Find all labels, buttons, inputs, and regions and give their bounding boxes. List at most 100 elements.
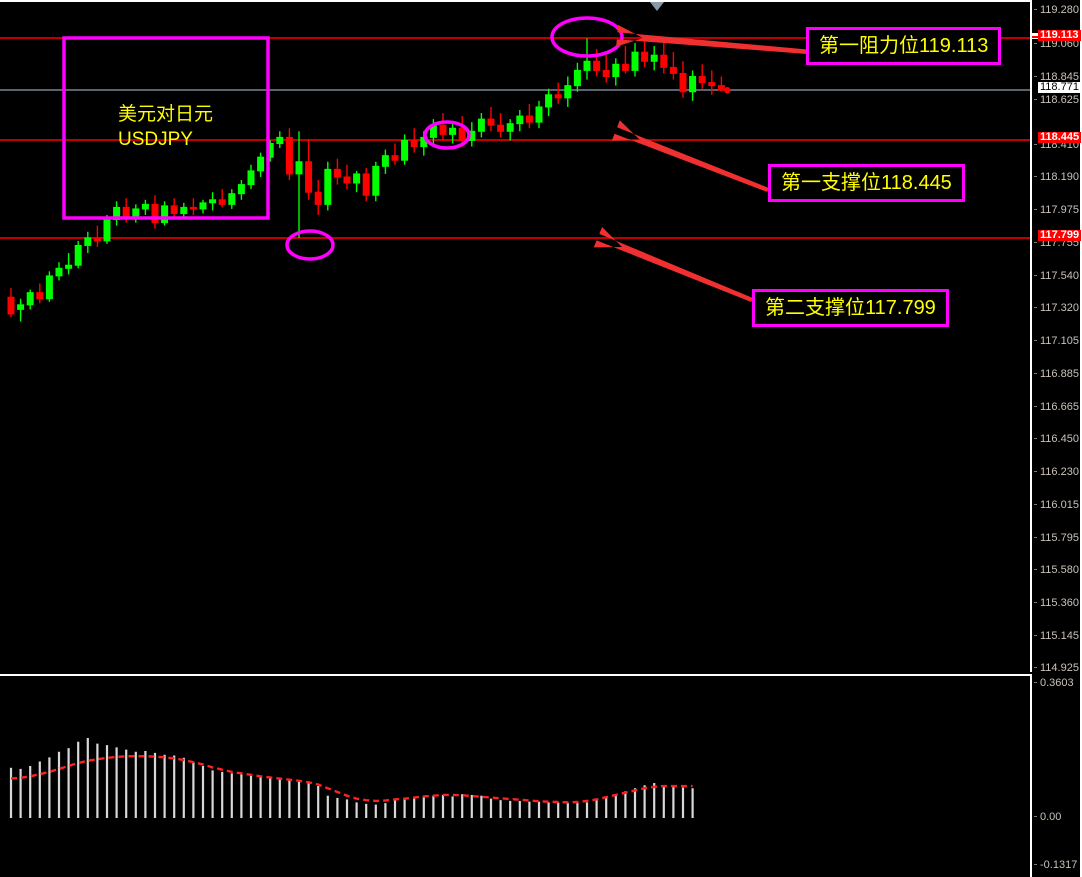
candle-body <box>113 206 121 221</box>
tick-dash <box>1034 471 1037 472</box>
candle-body <box>93 237 101 242</box>
candle-body <box>439 124 447 135</box>
axis-tick-118.845: 118.845 <box>1034 71 1079 83</box>
axis-tick-116.015: 116.015 <box>1034 499 1079 511</box>
tick-dash <box>1034 307 1037 308</box>
candle-series <box>7 38 725 322</box>
axis-tick-label: 117.320 <box>1040 302 1079 314</box>
candle-body <box>487 118 495 126</box>
axis-tick-116.885: 116.885 <box>1034 368 1079 380</box>
axis-tick-116.665: 116.665 <box>1034 401 1079 413</box>
axis-tick-label: 118.445 <box>1040 131 1080 143</box>
axis-tick-116.450: 116.450 <box>1034 434 1079 445</box>
axis-tick-117.799: 117.799 <box>1038 230 1082 241</box>
axis-tick-label: 116.665 <box>1040 401 1079 413</box>
candle-body <box>7 296 15 315</box>
tick-dash <box>1034 242 1037 243</box>
candle-body <box>641 51 649 62</box>
resistance-axis-stub <box>1032 36 1038 38</box>
price-axis[interactable]: 119.280 119.060 118.845 118.625 118.410 118.1… <box>1032 0 1082 877</box>
axis-tick-label: 118.190 <box>1040 171 1079 183</box>
candle-body <box>132 208 140 218</box>
tick-dash <box>1034 438 1037 439</box>
axis-tick-label: 118.845 <box>1040 71 1079 83</box>
axis-tick-label: 114.925 <box>1040 662 1079 674</box>
axis-tick-115.580: 115.580 <box>1034 565 1079 576</box>
last-price-dot <box>724 87 731 94</box>
macd-histogram <box>9 738 694 818</box>
tick-dash <box>1034 99 1037 100</box>
axis-tick-114.925: 114.925 <box>1034 662 1079 674</box>
axis-tick-label: 117.755 <box>1040 237 1079 249</box>
axis-tick-117.975: 117.975 <box>1034 204 1079 216</box>
axis-tick-115.795: 115.795 <box>1034 533 1079 544</box>
candle-body <box>324 168 332 205</box>
tick-dash <box>1034 9 1037 10</box>
tick-dash <box>1034 667 1037 668</box>
candle-body <box>84 237 92 246</box>
axis-tick-label: 116.230 <box>1040 466 1079 478</box>
candle-body <box>535 106 543 123</box>
candle-body <box>429 124 437 138</box>
candle-body <box>698 76 706 84</box>
tick-dash <box>1034 816 1037 817</box>
candle-body <box>141 203 149 210</box>
axis-tick-label: 0.00 <box>1040 811 1062 823</box>
axis-tick-label: 119.280 <box>1040 4 1079 16</box>
candle-body <box>449 127 457 135</box>
candle-body <box>372 165 380 196</box>
candle-body <box>708 82 716 87</box>
candle-body <box>612 63 620 78</box>
axis-tick-115.360: 115.360 <box>1034 598 1079 609</box>
axis-tick-118.771: 118.771 <box>1038 82 1081 93</box>
candle-body <box>621 63 629 71</box>
candle-body <box>122 206 130 218</box>
candle-body <box>506 123 514 132</box>
axis-tick--0.1317: -0.1317 <box>1034 859 1078 871</box>
candle-body <box>17 304 25 310</box>
candle-body <box>593 60 601 71</box>
candle-body <box>602 69 610 78</box>
axis-tick-label: 116.015 <box>1040 499 1079 511</box>
price-chart-svg[interactable] <box>0 2 1030 672</box>
candle-body <box>314 191 322 205</box>
axis-tick-label: 116.885 <box>1040 368 1079 380</box>
tick-dash <box>1034 176 1037 177</box>
axis-tick-119.060: 119.060 <box>1034 39 1079 50</box>
candle-body <box>45 275 53 300</box>
axis-tick-119.280: 119.280 <box>1034 4 1079 16</box>
candle-body <box>305 161 313 193</box>
macd-indicator-panel[interactable] <box>0 674 1032 877</box>
candle-body <box>458 127 466 141</box>
candle-body <box>545 94 553 108</box>
axis-tick-label: 117.975 <box>1040 204 1079 216</box>
candle-body <box>151 203 159 224</box>
candle-body <box>343 176 351 184</box>
axis-tick-118.410: 118.410 <box>1034 140 1079 151</box>
macd-chart-svg[interactable] <box>0 676 1030 876</box>
axis-tick-117.755: 117.755 <box>1034 237 1079 249</box>
candle-body <box>477 118 485 132</box>
candle-body <box>420 136 428 148</box>
tick-dash <box>1034 76 1037 77</box>
candle-body <box>189 206 197 210</box>
axis-tick-label: -0.1317 <box>1040 859 1078 871</box>
candle-body <box>180 206 188 214</box>
axis-tick-label: 118.771 <box>1040 81 1079 93</box>
price-chart-panel[interactable] <box>0 0 1032 672</box>
candle-body <box>391 155 399 161</box>
candle-body <box>679 72 687 93</box>
candle-body <box>170 205 178 214</box>
candle-body <box>353 173 361 184</box>
axis-tick-label: 117.540 <box>1040 270 1079 282</box>
tick-dash <box>1034 504 1037 505</box>
candle-body <box>516 115 524 125</box>
candle-body <box>295 161 303 175</box>
tick-dash <box>1034 635 1037 636</box>
candle-body <box>525 115 533 123</box>
axis-tick-119.113: 119.113 <box>1038 30 1081 41</box>
tick-dash <box>1034 864 1037 865</box>
candle-body <box>650 54 658 62</box>
axis-tick-115.145: 115.145 <box>1034 631 1079 642</box>
